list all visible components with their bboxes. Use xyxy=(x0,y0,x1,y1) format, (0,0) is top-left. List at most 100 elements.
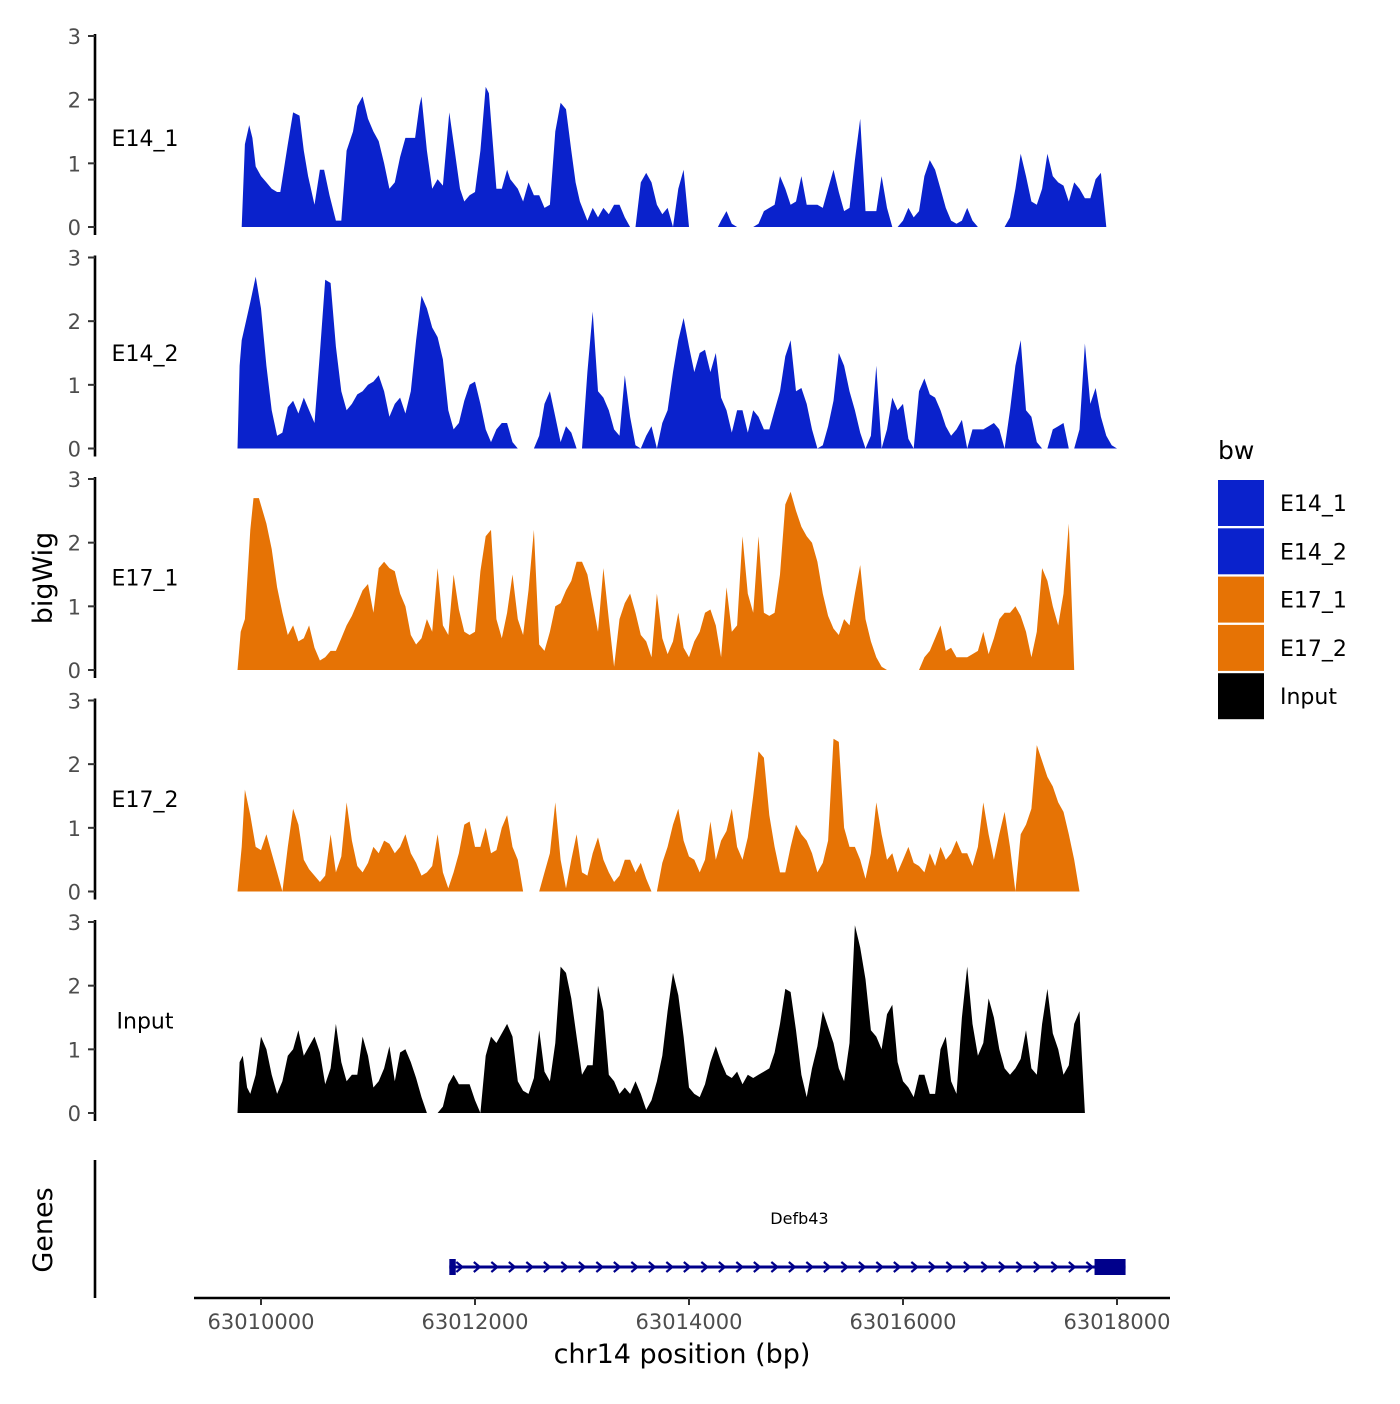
strand-arrow xyxy=(788,1261,797,1273)
legend-entry: E17_2 xyxy=(1218,624,1347,671)
signal-area-Input xyxy=(237,925,1107,1113)
y-tick-label: 3 xyxy=(68,468,81,492)
gene-name-label: Defb43 xyxy=(770,1209,828,1228)
track-panel-E17_2: 0 1 2 3 E17_2 xyxy=(68,690,1107,905)
genes-layer: Defb43 xyxy=(93,1160,1126,1298)
y-tick-label: 3 xyxy=(68,911,81,935)
strand-arrow xyxy=(1050,1261,1060,1273)
y-tick-label: 2 xyxy=(68,532,81,556)
strand-arrow xyxy=(665,1261,675,1273)
legend-label: E17_1 xyxy=(1280,589,1347,614)
exon xyxy=(449,1259,456,1275)
track-panel-E14_1: 0 1 2 3 E14_1 xyxy=(68,25,1112,240)
strand-arrow xyxy=(1085,1261,1095,1273)
strand-arrow xyxy=(858,1261,867,1273)
y-tick-label: 1 xyxy=(68,595,81,619)
legend-swatch xyxy=(1218,673,1264,720)
signal-area-E14_2 xyxy=(237,276,1117,449)
legend-title: bw xyxy=(1218,436,1254,465)
x-axis-label: chr14 position (bp) xyxy=(554,1339,811,1370)
strand-arrow xyxy=(700,1261,710,1273)
x-tick-label: 63016000 xyxy=(850,1310,957,1334)
strand-arrow xyxy=(1015,1261,1025,1273)
strand-arrow xyxy=(455,1261,465,1273)
strand-arrow xyxy=(893,1261,902,1273)
track-label: E17_2 xyxy=(112,788,179,813)
strand-arrow xyxy=(1068,1261,1077,1273)
y-tick-label: 0 xyxy=(68,659,81,683)
y-axis-label: bigWig xyxy=(28,532,59,625)
strand-arrow xyxy=(980,1261,990,1273)
genes-axis-label: Genes xyxy=(28,1187,59,1272)
y-tick-label: 2 xyxy=(68,975,81,999)
strand-arrow xyxy=(543,1261,552,1273)
strand-arrow xyxy=(910,1261,920,1273)
exon xyxy=(1094,1259,1126,1275)
track-label: E14_2 xyxy=(112,342,179,367)
legend-swatch xyxy=(1218,576,1264,623)
legend-swatch xyxy=(1218,528,1264,575)
strand-arrow xyxy=(648,1261,657,1273)
strand-arrow xyxy=(1033,1261,1042,1273)
track-panel-E14_2: 0 1 2 3 E14_2 xyxy=(68,247,1117,462)
legend-label: E17_2 xyxy=(1280,637,1347,662)
x-tick-label: 63010000 xyxy=(208,1310,315,1334)
y-tick-label: 0 xyxy=(68,438,81,462)
track-panel-E17_1: 0 1 2 3 E17_1 xyxy=(68,468,1075,683)
x-axis: 63010000 63012000 63014000 63016000 63018000 xyxy=(194,1296,1171,1334)
y-tick-label: 0 xyxy=(68,1102,81,1126)
signal-area-E17_1 xyxy=(237,491,1075,670)
strand-arrow xyxy=(490,1261,500,1273)
track-label: E17_1 xyxy=(112,567,179,592)
strand-arrow xyxy=(560,1261,570,1273)
strand-arrow xyxy=(525,1261,535,1273)
y-tick-label: 0 xyxy=(68,881,81,905)
track-label: Input xyxy=(117,1010,174,1035)
strand-arrow xyxy=(998,1261,1007,1273)
strand-arrow xyxy=(473,1261,482,1273)
legend-entry: E17_1 xyxy=(1218,576,1347,623)
tracks-layer: 0 1 2 3 E14_1 0 1 2 3 E14_2 0 1 2 3 E17_1 0 1 2 3 E17_2 0 1 2 3… xyxy=(68,25,1117,1126)
legend-swatch xyxy=(1218,480,1264,526)
strand-arrow xyxy=(613,1261,622,1273)
strand-arrow xyxy=(718,1261,727,1273)
y-tick-label: 2 xyxy=(68,89,81,113)
legend: bw E14_1 E14_2 E17_1 E17_2 Input xyxy=(1218,436,1347,720)
legend-swatch xyxy=(1218,624,1264,671)
strand-arrow xyxy=(840,1261,850,1273)
y-tick-label: 3 xyxy=(68,25,81,49)
strand-arrow xyxy=(928,1261,937,1273)
strand-arrow xyxy=(508,1261,517,1273)
legend-entry: Input xyxy=(1218,673,1337,720)
strand-arrow xyxy=(578,1261,587,1273)
strand-arrow xyxy=(630,1261,640,1273)
y-tick-label: 3 xyxy=(68,247,81,271)
strand-arrow xyxy=(945,1261,955,1273)
x-tick-label: 63018000 xyxy=(1064,1310,1171,1334)
legend-entry: E14_1 xyxy=(1218,480,1347,526)
x-tick-label: 63012000 xyxy=(422,1310,529,1334)
strand-arrow xyxy=(683,1261,692,1273)
strand-arrow xyxy=(823,1261,832,1273)
strand-arrow xyxy=(875,1261,885,1273)
y-tick-label: 1 xyxy=(68,1038,81,1062)
strand-arrow xyxy=(805,1261,815,1273)
legend-label: Input xyxy=(1280,685,1337,710)
strand-arrow xyxy=(595,1261,605,1273)
track-label: E14_1 xyxy=(112,127,179,152)
strand-arrow xyxy=(963,1261,972,1273)
legend-label: E14_1 xyxy=(1280,492,1347,517)
gene-Defb43: Defb43 xyxy=(449,1209,1126,1275)
legend-entry: E14_2 xyxy=(1218,528,1347,575)
y-tick-label: 1 xyxy=(68,817,81,841)
track-panel-Input: 0 1 2 3 Input xyxy=(68,911,1107,1126)
y-tick-label: 2 xyxy=(68,753,81,777)
signal-area-E14_1 xyxy=(241,86,1112,228)
y-tick-label: 1 xyxy=(68,152,81,176)
strand-arrow xyxy=(735,1261,745,1273)
x-tick-label: 63014000 xyxy=(636,1310,743,1334)
y-tick-label: 1 xyxy=(68,374,81,398)
signal-area-E17_2 xyxy=(237,738,1107,892)
